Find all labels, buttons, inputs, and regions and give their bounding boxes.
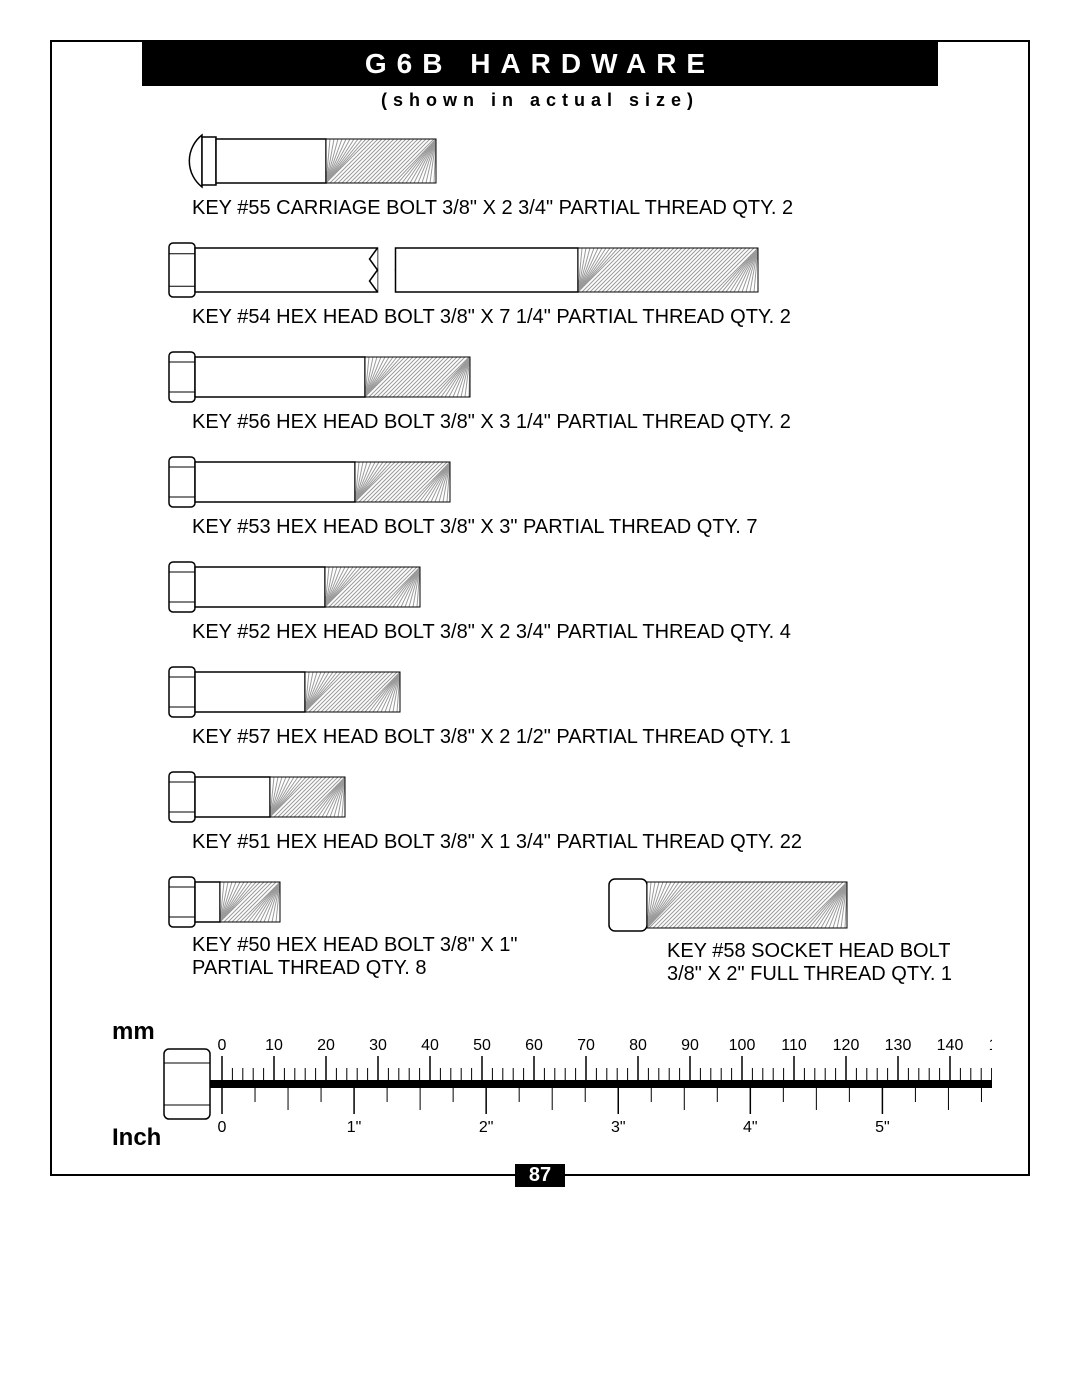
svg-text:80: 80	[629, 1037, 647, 1054]
bolt-k56-diagram	[167, 347, 1028, 407]
svg-text:110: 110	[781, 1037, 807, 1054]
ruler-inch-label: Inch	[112, 1124, 161, 1152]
title-bar: G6B HARDWARE	[142, 42, 938, 86]
page-frame: G6B HARDWARE (shown in actual size) KEY …	[50, 40, 1030, 1176]
bolt-k52-diagram	[167, 557, 1028, 617]
bolt-k52-label: KEY #52 HEX HEAD BOLT 3/8" X 2 3/4" PART…	[192, 621, 1028, 644]
bolt-k50-label: KEY #50 HEX HEAD BOLT 3/8" X 1" PARTIAL …	[192, 934, 522, 980]
bolt-k56-label: KEY #56 HEX HEAD BOLT 3/8" X 3 1/4" PART…	[192, 411, 1028, 434]
ruler: mm 0102030405060708090100110120130140150…	[112, 1024, 968, 1144]
svg-text:2": 2"	[479, 1119, 494, 1136]
svg-text:120: 120	[833, 1037, 860, 1054]
svg-text:60: 60	[525, 1037, 543, 1054]
svg-text:90: 90	[681, 1037, 699, 1054]
svg-text:130: 130	[885, 1037, 912, 1054]
bolt-k51-label: KEY #51 HEX HEAD BOLT 3/8" X 1 3/4" PART…	[192, 831, 1028, 854]
bolt-k51-diagram	[167, 767, 1028, 827]
bolt-k54-diagram	[167, 238, 1028, 302]
svg-text:50: 50	[473, 1037, 491, 1054]
svg-text:0: 0	[218, 1037, 227, 1054]
svg-text:40: 40	[421, 1037, 439, 1054]
bolt-k57-diagram	[167, 662, 1028, 722]
bolt-k57-label: KEY #57 HEX HEAD BOLT 3/8" X 2 1/2" PART…	[192, 726, 1028, 749]
svg-text:4": 4"	[743, 1119, 758, 1136]
svg-text:140: 140	[937, 1037, 964, 1054]
bolt-k53-label: KEY #53 HEX HEAD BOLT 3/8" X 3" PARTIAL …	[192, 516, 1028, 539]
bolt-k55-label: KEY #55 CARRIAGE BOLT 3/8" X 2 3/4" PART…	[192, 197, 1028, 220]
svg-text:3": 3"	[611, 1119, 626, 1136]
svg-text:100: 100	[729, 1037, 756, 1054]
bolt-k58-label: KEY #58 SOCKET HEAD BOLT 3/8" X 2" FULL …	[667, 940, 967, 986]
ruler-mm-label: mm	[112, 1018, 155, 1046]
bolt-k53-diagram	[167, 452, 1028, 512]
page-number: 87	[515, 1164, 565, 1187]
svg-text:5": 5"	[875, 1119, 890, 1136]
svg-text:0: 0	[218, 1119, 227, 1136]
bolt-k55-diagram	[167, 129, 1028, 193]
svg-text:150: 150	[989, 1037, 992, 1054]
subtitle: (shown in actual size)	[52, 86, 1028, 121]
bolt-list: KEY #55 CARRIAGE BOLT 3/8" X 2 3/4" PART…	[52, 129, 1028, 854]
bolt-k58-diagram	[607, 872, 967, 938]
bolt-k50-diagram	[167, 872, 587, 932]
svg-text:30: 30	[369, 1037, 387, 1054]
svg-text:20: 20	[317, 1037, 335, 1054]
svg-text:1": 1"	[347, 1119, 362, 1136]
bolt-k54-label: KEY #54 HEX HEAD BOLT 3/8" X 7 1/4" PART…	[192, 306, 1028, 329]
svg-text:70: 70	[577, 1037, 595, 1054]
svg-text:10: 10	[265, 1037, 283, 1054]
